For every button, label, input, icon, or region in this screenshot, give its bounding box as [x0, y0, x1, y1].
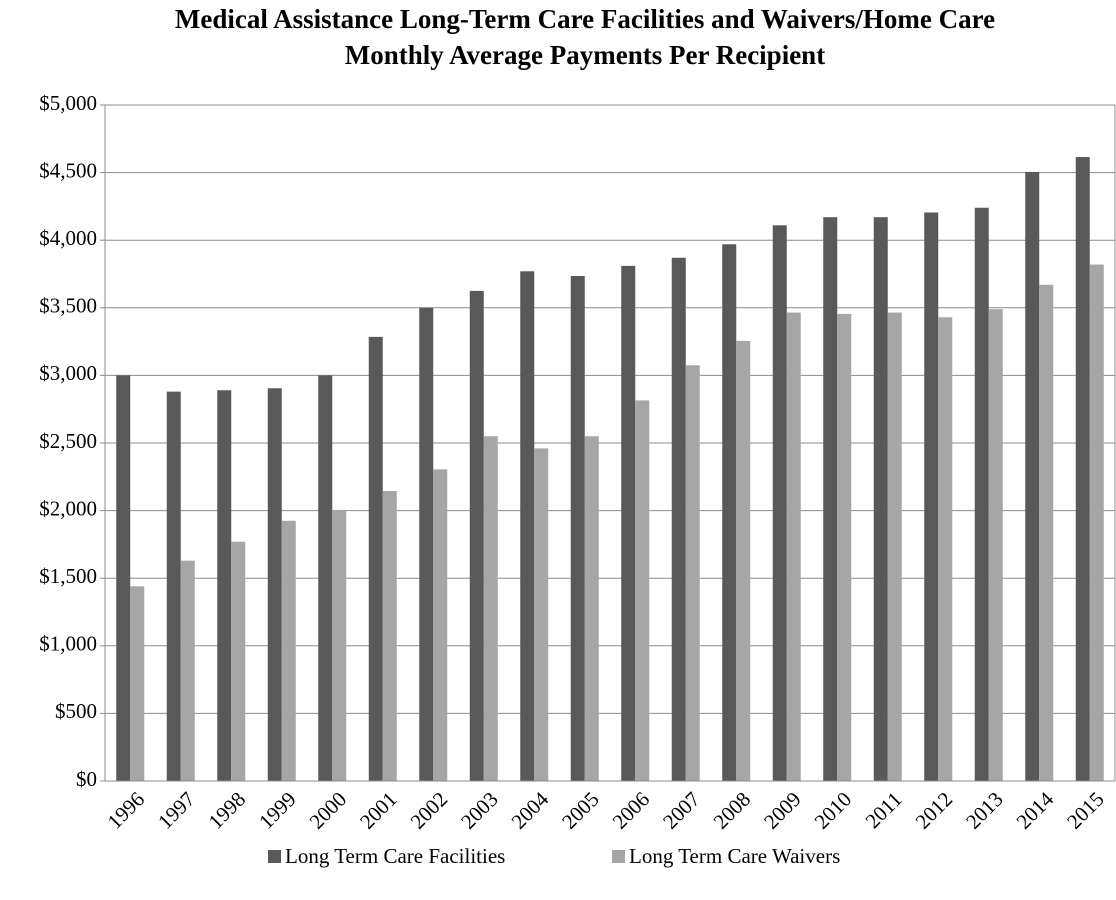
x-tick-label: 1996 — [103, 787, 150, 834]
bar — [281, 520, 296, 781]
bar — [332, 509, 347, 781]
bar — [685, 365, 700, 781]
bar — [382, 490, 397, 781]
bar — [318, 375, 333, 781]
bar — [837, 313, 852, 781]
bar — [621, 265, 636, 781]
y-tick-label: $2,500 — [39, 429, 97, 453]
bar — [887, 312, 902, 781]
bar — [1025, 171, 1040, 781]
bar — [974, 207, 989, 781]
y-tick-label: $4,500 — [39, 158, 97, 182]
y-tick-label: $1,500 — [39, 564, 97, 588]
y-tick-label: $5,000 — [39, 91, 97, 115]
legend-label: Long Term Care Facilities — [285, 844, 505, 868]
x-tick-label: 2007 — [658, 787, 705, 834]
bar — [988, 309, 1003, 781]
x-tick-label: 2002 — [406, 787, 453, 834]
bar — [823, 217, 838, 781]
bar — [1039, 284, 1054, 781]
x-tick-label: 2012 — [911, 787, 958, 834]
bar — [635, 400, 650, 781]
x-tick-label: 2009 — [759, 787, 806, 834]
bar — [469, 290, 484, 781]
bar — [671, 257, 686, 781]
bar — [938, 317, 953, 781]
bar — [368, 336, 383, 781]
x-tick-label: 2004 — [507, 787, 554, 834]
bar — [534, 448, 549, 781]
bar — [1089, 264, 1104, 781]
bar — [873, 217, 888, 781]
y-tick-label: $0 — [76, 767, 97, 791]
chart-title: Medical Assistance Long-Term Care Facili… — [175, 4, 995, 34]
x-tick-label: 2013 — [961, 787, 1008, 834]
x-tick-label: 1999 — [254, 787, 301, 834]
bar — [419, 307, 434, 781]
bar — [786, 312, 801, 781]
x-tick-label: 1998 — [204, 787, 251, 834]
bar — [1075, 157, 1090, 781]
bar — [433, 469, 448, 781]
bar — [584, 436, 599, 781]
y-tick-label: $3,500 — [39, 294, 97, 318]
bar — [180, 560, 195, 781]
bar — [231, 541, 246, 781]
legend-swatch — [268, 850, 281, 863]
bar — [722, 244, 737, 782]
bar — [217, 390, 232, 781]
bar — [924, 212, 939, 781]
x-tick-label: 2010 — [810, 787, 857, 834]
y-tick-label: $2,000 — [39, 496, 97, 520]
bar — [772, 225, 787, 781]
y-tick-label: $3,000 — [39, 361, 97, 385]
bar — [736, 340, 751, 781]
x-tick-label: 2001 — [355, 787, 402, 834]
x-tick-label: 1997 — [153, 787, 200, 834]
x-tick-label: 2006 — [608, 787, 655, 834]
x-tick-label: 2003 — [456, 787, 503, 834]
bar — [267, 388, 282, 781]
bar — [116, 375, 131, 781]
y-tick-label: $1,000 — [39, 632, 97, 656]
y-tick-label: $4,000 — [39, 226, 97, 250]
x-tick-label: 2005 — [557, 787, 604, 834]
legend-label: Long Term Care Waivers — [629, 844, 840, 868]
bar — [520, 271, 535, 781]
bar — [483, 436, 498, 781]
y-tick-label: $500 — [55, 699, 97, 723]
x-tick-label: 2000 — [305, 787, 352, 834]
bar — [166, 391, 181, 781]
chart-subtitle: Monthly Average Payments Per Recipient — [345, 40, 825, 70]
bar — [130, 586, 145, 781]
x-tick-label: 2015 — [1062, 787, 1109, 834]
legend-swatch — [612, 850, 625, 863]
x-tick-label: 2008 — [709, 787, 756, 834]
x-tick-label: 2014 — [1012, 787, 1059, 834]
x-tick-label: 2011 — [861, 787, 907, 833]
bar — [570, 276, 585, 781]
